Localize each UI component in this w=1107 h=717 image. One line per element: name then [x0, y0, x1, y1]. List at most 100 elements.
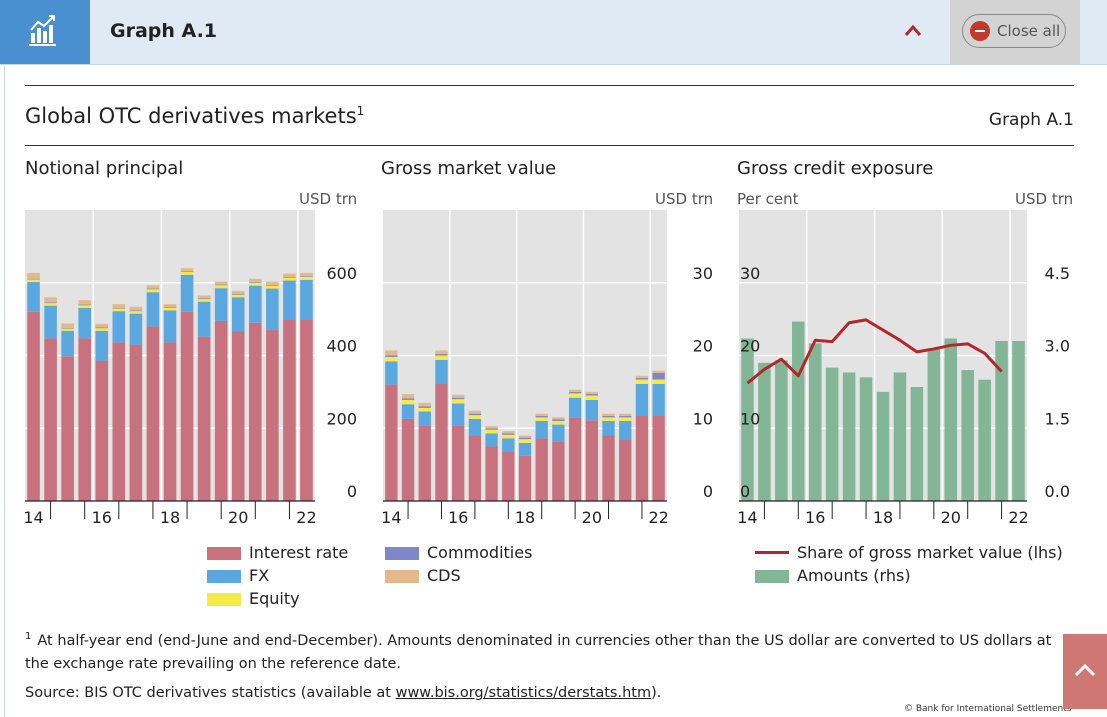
bar-interest — [435, 383, 448, 501]
bar-commodities — [180, 271, 194, 272]
bar-fx — [231, 297, 245, 332]
y-tick-label: 30 — [693, 264, 713, 283]
bar-equity — [112, 308, 126, 312]
y-tick-label: 200 — [326, 409, 357, 428]
bar-fx — [95, 330, 109, 361]
y-tick-label: 20 — [693, 337, 713, 356]
bar-cds — [78, 300, 92, 305]
legend-swatch-share — [755, 551, 789, 554]
bar-equity — [214, 285, 228, 289]
bar-equity — [163, 307, 177, 311]
bar-commodities — [401, 398, 415, 400]
bar-fx — [300, 279, 313, 320]
bar-cds — [300, 272, 313, 277]
source-prefix: Source: BIS OTC derivatives statistics (… — [25, 685, 396, 701]
bar-equity — [635, 379, 649, 384]
bar-cds — [95, 323, 109, 328]
bar-interest — [95, 360, 109, 501]
bar-commodities — [418, 406, 431, 408]
bar-cds — [266, 281, 279, 285]
bar-interest — [401, 418, 415, 501]
bar-amounts — [927, 348, 941, 501]
unit-label-gce-left: Per cent — [737, 190, 799, 208]
bar-interest — [129, 344, 143, 501]
bar-fx — [27, 282, 40, 312]
bar-equity — [283, 277, 296, 281]
bar-interest — [635, 415, 649, 501]
bar-amounts — [1012, 340, 1025, 501]
bar-interest — [502, 451, 515, 501]
bar-equity — [602, 417, 615, 421]
close-all-area: Close all — [950, 0, 1080, 64]
bar-cds — [27, 272, 40, 279]
bar-fx — [44, 305, 57, 339]
bar-equity — [468, 415, 482, 419]
legend-swatch-cds — [385, 570, 419, 583]
bar-interest — [652, 415, 665, 501]
bar-interest — [163, 342, 177, 501]
x-tick-label: 18 — [873, 508, 893, 527]
bar-fx — [180, 274, 194, 312]
chart-toggle-button[interactable] — [0, 0, 90, 64]
x-tick-label: 14 — [381, 508, 401, 527]
bar-fx — [552, 424, 565, 442]
bar-interest — [180, 311, 194, 501]
bar-fx — [248, 285, 262, 323]
bar-equity — [535, 417, 548, 421]
bar-cds — [163, 304, 177, 308]
bar-commodities — [163, 307, 177, 308]
bar-cds — [518, 435, 532, 438]
bar-fx — [518, 442, 532, 456]
bar-commodities — [248, 282, 262, 283]
bar-fx — [163, 310, 177, 343]
bar-fx — [146, 292, 160, 327]
x-tick-label: 16 — [92, 508, 112, 527]
bar-equity — [435, 355, 448, 360]
bar-interest — [552, 441, 565, 501]
bar-interest — [27, 311, 40, 501]
close-all-button[interactable]: Close all — [962, 14, 1066, 48]
bar-cds — [435, 350, 448, 355]
bar-interest — [78, 338, 92, 501]
scroll-to-top-button[interactable] — [1063, 634, 1107, 709]
bar-cds — [401, 394, 415, 399]
chevron-up-icon[interactable] — [902, 20, 924, 42]
bar-commodities — [535, 415, 548, 418]
bar-cds — [535, 413, 548, 416]
unit-label-notional: USD trn — [299, 190, 358, 208]
y-tick-label-right: 0.0 — [1045, 482, 1070, 501]
bar-equity — [385, 356, 398, 362]
bar-equity — [78, 305, 92, 308]
bar-amounts — [995, 340, 1008, 501]
bar-cds — [568, 389, 582, 392]
legend-label-fx: FX — [249, 566, 270, 585]
legend-label-amounts: Amounts (rhs) — [797, 566, 911, 585]
bar-cds — [552, 417, 565, 420]
bar-cds — [44, 297, 57, 303]
top-rule — [25, 85, 1074, 86]
bar-amounts — [808, 343, 822, 501]
bar-commodities — [568, 391, 582, 394]
bar-equity — [451, 399, 465, 404]
source-link[interactable]: www.bis.org/statistics/derstats.htm — [395, 685, 652, 701]
graph-header-bar[interactable]: Graph A.1 Close all — [0, 0, 1107, 65]
bar-equity — [27, 279, 40, 283]
close-all-label: Close all — [997, 22, 1061, 40]
bar-cds — [502, 431, 515, 434]
bar-equity — [585, 395, 599, 400]
x-tick-label: 20 — [228, 508, 248, 527]
footnote-ref: 1 — [356, 104, 365, 118]
unit-label-gmv: USD trn — [655, 190, 714, 208]
chevron-up-icon — [1074, 663, 1096, 677]
bar-fx — [435, 359, 448, 384]
bar-equity — [401, 399, 415, 405]
bar-cds — [602, 413, 615, 416]
bar-fx — [61, 330, 74, 357]
bar-fx — [485, 433, 498, 447]
bar-cds — [485, 426, 498, 429]
bar-equity — [485, 429, 498, 434]
bar-commodities — [468, 413, 482, 416]
bar-amounts — [842, 372, 856, 501]
bar-equity — [61, 328, 74, 331]
